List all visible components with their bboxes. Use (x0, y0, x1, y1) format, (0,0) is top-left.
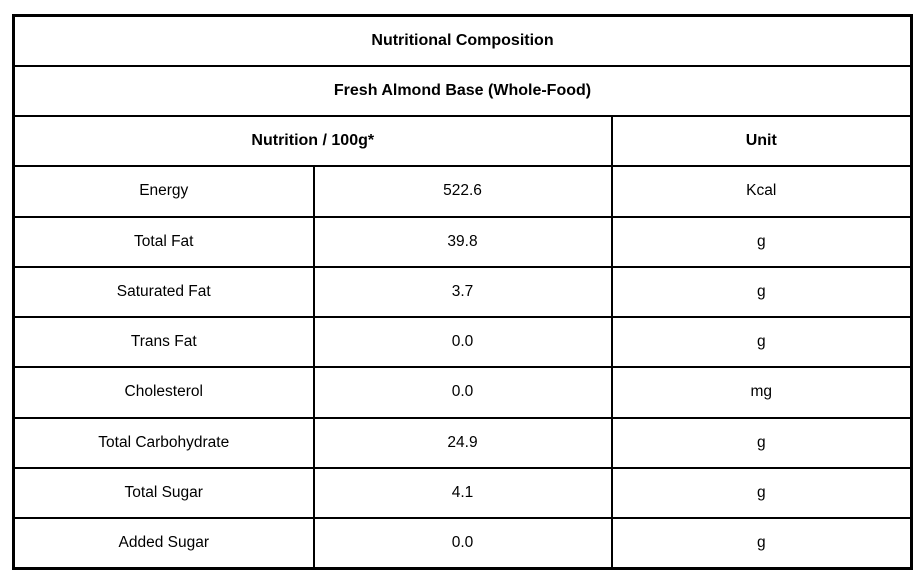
nutrient-label-cell: Cholesterol (12, 366, 315, 419)
nutrient-value-cell: 0.0 (312, 517, 613, 570)
table-subtitle-row: Fresh Almond Base (Whole-Food) (12, 64, 913, 118)
table-row: Energy 522.6 Kcal (12, 165, 913, 218)
nutrient-label-cell: Total Sugar (12, 466, 315, 520)
table-row: Trans Fat 0.0 g (12, 316, 913, 369)
table-row: Total Sugar 4.1 g (12, 466, 913, 520)
table-subtitle: Fresh Almond Base (Whole-Food) (12, 64, 913, 118)
nutrient-unit-cell: g (610, 215, 913, 268)
table-row: Added Sugar 0.0 g (12, 517, 913, 570)
nutrient-label-cell: Trans Fat (12, 316, 315, 369)
unit-column-header: Unit (610, 115, 913, 168)
nutrient-value-cell: 4.1 (312, 466, 613, 520)
nutrient-value-cell: 39.8 (312, 215, 613, 268)
nutrient-label-cell: Added Sugar (12, 517, 315, 570)
column-header-row: Nutrition / 100g* Unit (12, 115, 913, 168)
nutrition-table: Nutritional Composition Fresh Almond Bas… (12, 14, 913, 570)
table-row: Total Carbohydrate 24.9 g (12, 416, 913, 469)
nutrient-unit-cell: g (610, 517, 913, 570)
nutrient-unit-cell: mg (610, 366, 913, 419)
nutrient-label-cell: Energy (12, 165, 315, 218)
nutrient-label-cell: Total Carbohydrate (12, 416, 315, 469)
nutrient-value-cell: 3.7 (312, 265, 613, 319)
nutrition-column-header: Nutrition / 100g* (12, 115, 613, 168)
table-row: Saturated Fat 3.7 g (12, 265, 913, 319)
nutrient-label-cell: Saturated Fat (12, 265, 315, 319)
nutrient-value-cell: 0.0 (312, 366, 613, 419)
nutrient-unit-cell: Kcal (610, 165, 913, 218)
table-title: Nutritional Composition (12, 14, 913, 67)
nutrient-unit-cell: g (610, 265, 913, 319)
nutrient-label-cell: Total Fat (12, 215, 315, 268)
nutrient-unit-cell: g (610, 316, 913, 369)
table-row: Cholesterol 0.0 mg (12, 366, 913, 419)
table-row: Total Fat 39.8 g (12, 215, 913, 268)
nutrient-unit-cell: g (610, 466, 913, 520)
nutrient-unit-cell: g (610, 416, 913, 469)
nutrient-value-cell: 0.0 (312, 316, 613, 369)
nutrient-value-cell: 522.6 (312, 165, 613, 218)
table-title-row: Nutritional Composition (12, 14, 913, 67)
nutrient-value-cell: 24.9 (312, 416, 613, 469)
